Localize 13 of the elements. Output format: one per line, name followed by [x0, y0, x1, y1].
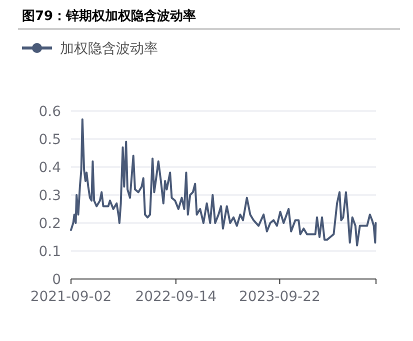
y-tick-label: 0 — [52, 272, 61, 288]
y-tick-label: 0.6 — [38, 104, 62, 120]
y-tick-label: 0.3 — [38, 188, 61, 204]
x-tick-label: 2023-09-22 — [239, 289, 320, 305]
y-tick-label: 0.1 — [38, 244, 61, 260]
x-tick-label: 2021-09-02 — [30, 289, 112, 305]
x-tick-label: 2022-09-14 — [135, 289, 217, 305]
legend-label: 加权隐含波动率 — [60, 41, 158, 57]
y-tick-label: 0.2 — [38, 216, 61, 232]
y-tick-label: 0.4 — [38, 160, 62, 176]
line-series — [70, 118, 377, 246]
chart-title: 图79：锌期权加权隐含波动率 — [22, 8, 196, 24]
y-tick-label: 0.5 — [38, 132, 61, 148]
